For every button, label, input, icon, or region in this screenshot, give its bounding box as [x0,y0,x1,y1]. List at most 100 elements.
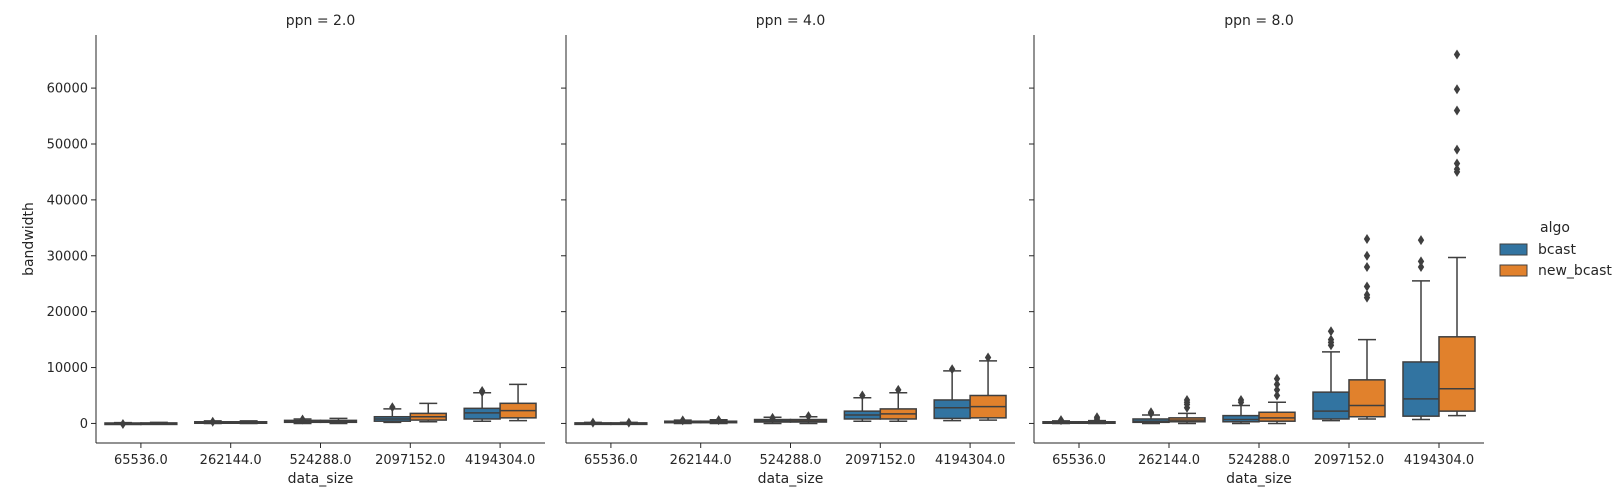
outlier-point [1363,289,1371,300]
outlier-point [895,384,902,395]
box-new_bcast-524288.0 [319,417,358,425]
outlier-point [1453,49,1461,60]
box-bcast-4194304.0 [1402,235,1440,421]
y-axis-label: bandwidth [21,202,37,276]
x-tick-label: 524288.0 [759,453,821,468]
outlier-point [1327,334,1335,345]
outlier-point [1237,394,1245,405]
box-new_bcast-65536.0 [1078,412,1116,425]
outlier-point [1453,105,1461,116]
x-tick-label: 2097152.0 [845,453,915,468]
box-bcast-65536.0 [104,418,142,429]
outlier-point [478,387,486,398]
x-axis-label: data_size [758,471,824,487]
outlier-point [1453,84,1461,95]
y-tick-label: 50000 [47,137,88,152]
box-bcast-2097152.0 [843,390,882,422]
box-bcast-262144.0 [664,415,702,426]
outlier-point [589,417,597,428]
box-iqr [1312,391,1350,420]
box-new_bcast-524288.0 [789,411,828,425]
facet-panel-1 [91,35,545,448]
outlier-point [1453,164,1461,175]
box-bcast-4194304.0 [463,386,501,422]
outlier-point [1363,281,1371,292]
legend-swatch-bcast [1499,243,1528,256]
box-new_bcast-262144.0 [1168,394,1206,425]
outlier-point [948,364,956,375]
outlier-point [209,416,216,427]
outlier-point [679,415,686,426]
outlier-point [1273,379,1281,390]
y-tick-label: 60000 [47,82,88,97]
x-tick-label: 4194304.0 [465,453,535,468]
y-tick-label: 40000 [47,193,88,208]
x-tick-label: 262144.0 [1138,453,1200,468]
box-bcast-262144.0 [194,416,232,427]
box-new_bcast-2097152.0 [1348,234,1386,420]
outlier-point [984,352,992,363]
legend-title: algo [1540,220,1570,236]
box-iqr [1402,361,1440,417]
outlier-point [1093,412,1101,423]
box-new_bcast-2097152.0 [879,384,917,422]
outlier-point [1417,235,1425,246]
outlier-point [1453,144,1461,155]
box-bcast-65536.0 [1042,415,1080,426]
facet-title: ppn = 2.0 [286,13,356,29]
outlier-point [625,417,633,428]
outlier-point [299,414,306,425]
outlier-point [1183,394,1191,405]
box-bcast-4194304.0 [933,364,971,422]
box-bcast-524288.0 [1222,394,1260,425]
x-axis-label: data_size [288,471,354,487]
box-new_bcast-262144.0 [699,415,738,426]
outlier-point [1273,373,1281,384]
outlier-point [1363,261,1371,272]
box-new_bcast-4194304.0 [1438,49,1476,417]
box-iqr [933,399,971,420]
outlier-point [1327,326,1335,337]
outlier-point [859,390,866,401]
box-iqr [1222,414,1260,423]
outlier-point [805,411,812,422]
outlier-point [389,402,396,413]
x-tick-label: 4194304.0 [935,453,1005,468]
box-iqr [1438,336,1476,412]
outlier-point [1363,250,1371,261]
box-bcast-262144.0 [1132,407,1170,425]
outlier-point [119,418,127,429]
box-new_bcast-65536.0 [140,421,178,426]
legend [1499,243,1528,277]
x-tick-label: 2097152.0 [1314,453,1384,468]
outlier-point [1057,415,1065,426]
facet-title: ppn = 8.0 [1224,13,1294,29]
box-new_bcast-65536.0 [610,417,648,428]
y-tick-label: 20000 [47,305,88,320]
box-bcast-2097152.0 [373,402,412,424]
outlier-point [1417,256,1425,267]
box-iqr [463,407,501,420]
outlier-point [1273,384,1281,395]
x-tick-label: 4194304.0 [1404,453,1474,468]
box-bcast-524288.0 [283,414,322,425]
outlier-point [1453,158,1461,169]
legend-label: bcast [1538,242,1576,258]
facet-panel-3 [1029,35,1484,448]
legend-label: new_bcast [1538,263,1612,279]
x-tick-label: 262144.0 [200,453,262,468]
y-tick-label: 10000 [47,361,88,376]
x-tick-label: 2097152.0 [375,453,445,468]
box-new_bcast-4194304.0 [499,383,537,422]
box-new_bcast-524288.0 [1258,373,1296,425]
facet-panel-2 [561,35,1015,448]
facet-title: ppn = 4.0 [756,13,826,29]
x-tick-label: 65536.0 [114,453,168,468]
y-tick-label: 0 [80,417,88,432]
box-new_bcast-4194304.0 [969,352,1007,421]
x-tick-label: 524288.0 [1228,453,1290,468]
box-bcast-2097152.0 [1312,326,1350,422]
box-bcast-524288.0 [753,412,792,425]
outlier-point [1147,407,1155,418]
